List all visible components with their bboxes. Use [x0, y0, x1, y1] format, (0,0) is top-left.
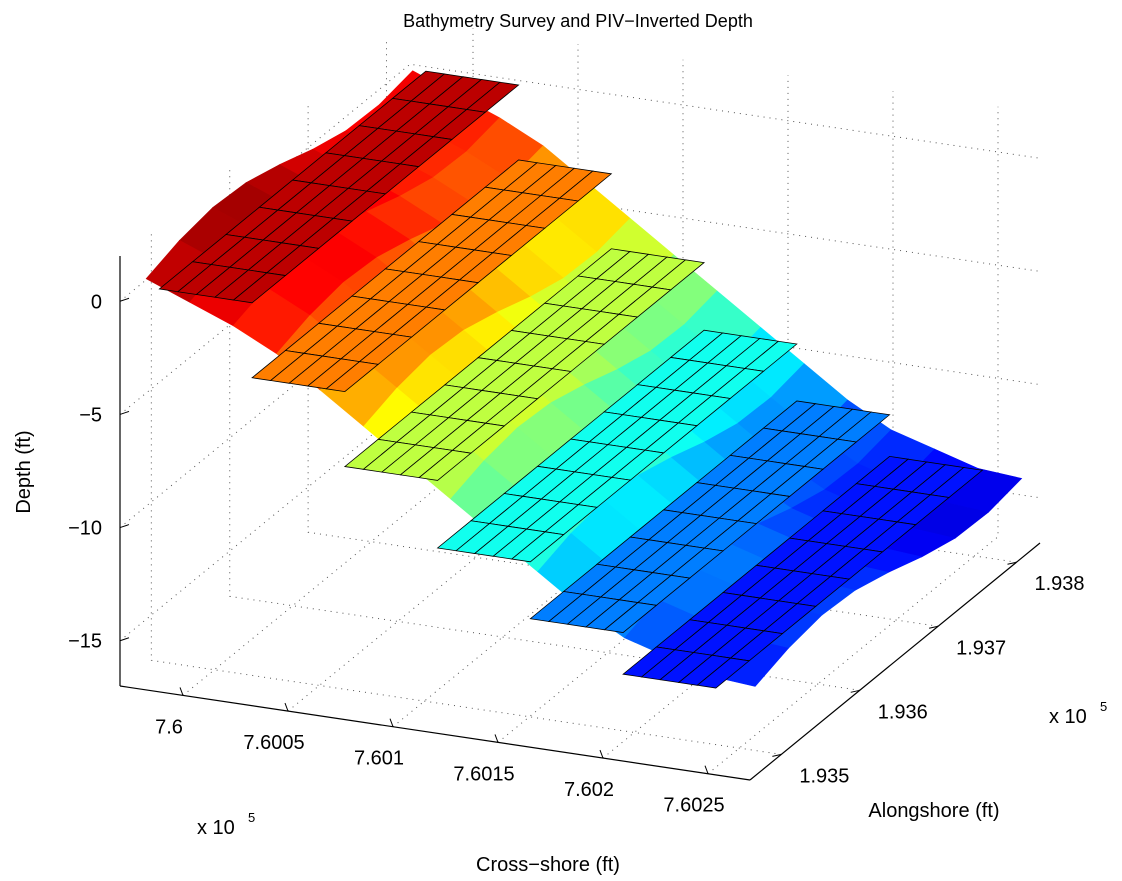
y-tick-mark: [928, 625, 939, 629]
x-tick-label: 7.6005: [243, 732, 304, 754]
piv-mesh-cell: [232, 272, 287, 304]
grid-line-y: [307, 102, 939, 627]
piv-mesh-cell: [325, 361, 380, 393]
y-tick-label: 1.937: [956, 637, 1006, 659]
x-tick-mark: [599, 749, 604, 759]
x-tick-mark: [389, 718, 394, 727]
y-exponent-power: 5: [1100, 699, 1107, 714]
x-exponent-power: 5: [248, 810, 255, 825]
y-tick-label: 1.938: [1034, 573, 1084, 595]
grid-line-y: [229, 166, 860, 691]
z-tick-mark: [119, 410, 130, 415]
grid-line-y: [150, 230, 782, 755]
x-tick-label: 7.6015: [453, 763, 514, 785]
axis-lines: [119, 256, 1041, 781]
x-exponent-base: x 10: [197, 817, 235, 839]
x-tick-mark: [179, 687, 184, 696]
z-tick-label: −10: [68, 518, 102, 540]
y-tick-mark: [772, 753, 782, 757]
z-tick-mark: [119, 524, 130, 529]
y-tick-mark: [1007, 561, 1017, 565]
x-tick-label: 7.6: [155, 716, 183, 738]
x-axis-line: [119, 685, 751, 781]
y-tick-mark: [850, 689, 860, 693]
z-tick-mark: [119, 637, 130, 642]
piv-mesh-cell: [418, 449, 472, 481]
piv-mesh-cell: [603, 602, 658, 633]
y-axis-exponent: x 10 5: [1049, 699, 1107, 728]
y-axis-label: Alongshore (ft): [868, 800, 999, 822]
x-axis-label: Cross−shore (ft): [476, 854, 620, 876]
chart-title: Bathymetry Survey and PIV−Inverted Depth: [403, 11, 753, 31]
surface-plot: [145, 70, 1023, 689]
z-tick-label: 0: [91, 291, 102, 313]
x-tick-label: 7.6025: [663, 795, 724, 817]
z-tick-label: −5: [79, 404, 102, 426]
y-tick-label: 1.936: [878, 701, 928, 723]
piv-mesh-cell: [510, 531, 565, 563]
piv-mesh-cell: [696, 657, 751, 689]
x-axis-exponent: x 10 5: [197, 810, 255, 839]
x-tick-label: 7.602: [564, 779, 614, 801]
x-tick-mark: [284, 702, 289, 712]
z-tick-mark: [119, 297, 130, 302]
x-tick-mark: [704, 765, 709, 774]
y-tick-label: 1.935: [799, 765, 849, 787]
x-tick-label: 7.601: [354, 748, 404, 770]
tick-labels: 7.6 7.6005 7.601 7.6015 7.602 7.6025 1.935 1.93…: [68, 291, 1084, 816]
y-exponent-base: x 10: [1049, 706, 1087, 728]
z-tick-label: −15: [68, 631, 102, 653]
z-axis-label: Depth (ft): [13, 430, 35, 513]
y-axis-line: [749, 542, 1041, 781]
x-tick-mark: [494, 734, 499, 743]
